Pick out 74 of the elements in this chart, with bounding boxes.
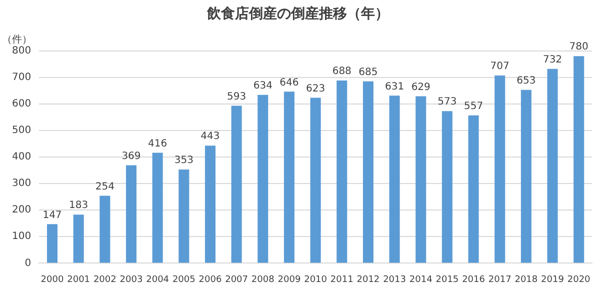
bar: [100, 196, 110, 263]
bar: [442, 111, 452, 263]
y-tick-label: 600: [12, 98, 32, 110]
x-tick-label: 2011: [330, 274, 354, 285]
data-label: 573: [438, 96, 457, 108]
data-label: 629: [411, 82, 430, 93]
y-tick-label: 800: [12, 45, 32, 56]
bar: [178, 169, 190, 263]
x-tick-label: 2017: [488, 274, 512, 285]
bar: [73, 214, 84, 263]
x-tick-label: 2006: [198, 274, 222, 285]
x-tick-label: 2009: [278, 274, 301, 285]
bar: [126, 165, 137, 263]
y-tick-label: 400: [12, 152, 32, 163]
bar: [46, 224, 58, 263]
x-tick-label: 2015: [436, 274, 459, 285]
data-label: 353: [174, 155, 194, 166]
x-tick-label: 2004: [146, 274, 170, 285]
x-tick-label: 2020: [567, 274, 591, 285]
bar: [310, 98, 321, 263]
bar: [547, 68, 558, 263]
y-tick-label: 700: [12, 72, 32, 83]
x-tick-label: 2001: [67, 274, 90, 285]
bar: [389, 96, 400, 263]
bar: [204, 146, 216, 263]
data-label: 443: [200, 131, 220, 142]
x-tick-label: 2002: [93, 274, 116, 285]
y-axis-title: （件）: [2, 34, 32, 46]
data-label: 685: [358, 66, 378, 78]
data-label: 557: [464, 100, 484, 112]
y-tick-label: 0: [24, 258, 32, 269]
bar: [258, 94, 268, 263]
y-tick-label: 300: [12, 178, 32, 190]
data-label: 646: [280, 77, 299, 88]
bar: [520, 90, 532, 263]
x-tick-label: 2005: [172, 274, 196, 285]
data-label: 634: [253, 80, 272, 92]
data-label: 780: [569, 42, 588, 53]
data-label: 653: [516, 75, 536, 86]
data-label: 416: [148, 138, 168, 150]
data-label: 593: [227, 91, 246, 102]
bar: [336, 80, 348, 263]
x-tick-label: 2016: [462, 274, 486, 285]
y-tick-label: 500: [12, 125, 32, 136]
x-tick-label: 2003: [120, 274, 143, 285]
data-label: 254: [95, 181, 114, 192]
bar: [231, 106, 242, 263]
data-label: 183: [69, 200, 88, 212]
x-tick-label: 2012: [356, 274, 380, 285]
data-label: 732: [542, 54, 562, 66]
data-label: 623: [306, 83, 326, 94]
bar: [574, 56, 584, 263]
data-label: 631: [384, 81, 404, 92]
x-tick-label: 2013: [383, 274, 406, 285]
bar: [152, 152, 163, 263]
bar: [494, 75, 506, 263]
x-tick-label: 2008: [251, 274, 275, 285]
x-tick-label: 2019: [541, 274, 564, 285]
chart-title: 飲食店倒産の倒産推移（年）: [206, 5, 389, 22]
data-label: 147: [42, 210, 62, 221]
y-tick-label: 200: [12, 204, 32, 216]
x-tick-label: 2007: [225, 274, 248, 285]
data-label: 369: [122, 150, 141, 162]
x-tick-label: 2000: [40, 274, 64, 285]
bar: [284, 92, 294, 263]
data-label: 688: [332, 66, 352, 78]
x-tick-label: 2010: [304, 274, 328, 285]
data-label: 707: [490, 61, 510, 72]
bar: [362, 81, 374, 263]
bar: [416, 96, 426, 263]
y-tick-label: 100: [12, 231, 32, 242]
x-tick-label: 2018: [514, 274, 538, 285]
x-tick-label: 2014: [409, 274, 433, 285]
bar: [468, 115, 479, 263]
